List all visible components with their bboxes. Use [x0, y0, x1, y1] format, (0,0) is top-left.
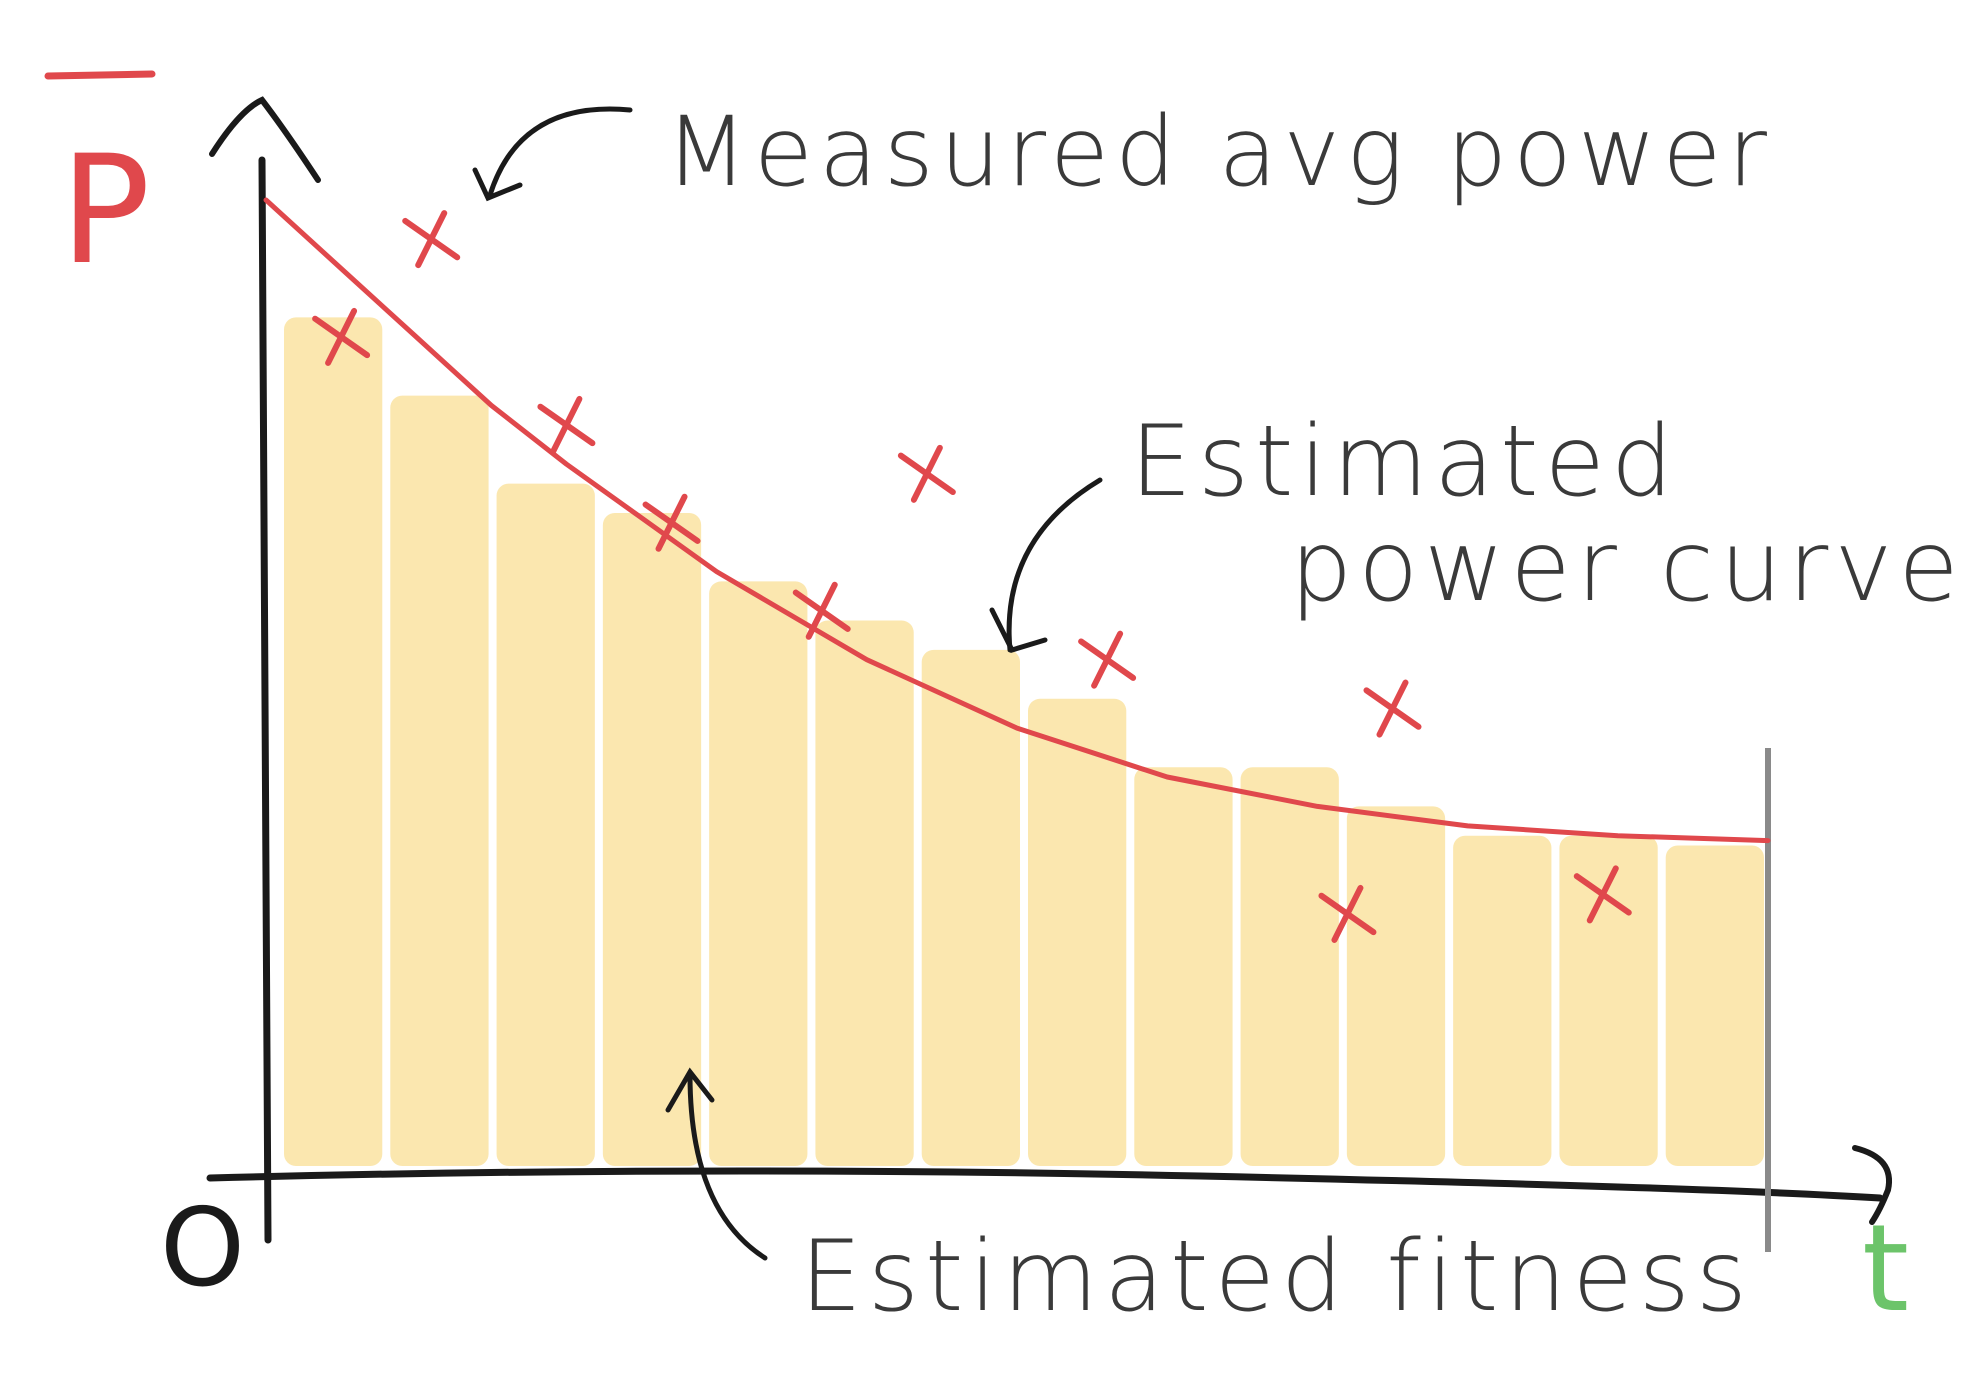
curve-arrowhead [989, 607, 1048, 654]
fitness-bar [602, 512, 702, 1166]
y-axis-arrowhead [209, 96, 321, 183]
fitness-annotation: Estimated fitness [800, 1220, 1753, 1334]
fitness-bar [284, 317, 383, 1166]
fitness-bar [1134, 767, 1233, 1166]
measured-annotation: Measured avg power [665, 96, 1773, 208]
y-axis-label: P [60, 124, 150, 298]
fitness-bar [1028, 698, 1127, 1166]
fitness-bar [1665, 845, 1764, 1166]
fitness-bar [496, 483, 595, 1166]
measured-point-marker [312, 307, 371, 366]
measured-point-marker [897, 444, 956, 503]
x-axis-arrowhead [1852, 1145, 1892, 1225]
measured-point-marker [792, 581, 851, 640]
fitness-bar [1240, 767, 1339, 1166]
fitness-bar [1453, 835, 1552, 1166]
measured-points [312, 210, 1632, 943]
origin-label: O [160, 1186, 245, 1311]
fitness-bar [815, 620, 914, 1166]
fitness-arrow [687, 1072, 768, 1261]
fitness-bar [921, 649, 1020, 1166]
curve-arrow [1006, 477, 1103, 653]
measured-arrowhead [472, 167, 523, 202]
fitness-bar [390, 395, 489, 1167]
fitness-bar [1559, 835, 1658, 1166]
x-axis-label: t [1862, 1200, 1909, 1339]
fitness-bar [709, 581, 808, 1166]
y-label-overbar [44, 70, 156, 80]
curve-annotation-line1: Estimated [1130, 405, 1679, 519]
y-axis [258, 156, 272, 1244]
measured-arrow [487, 106, 633, 198]
fitness-bar [1346, 806, 1446, 1166]
measured-point-marker [1363, 679, 1422, 738]
fitness-arrowhead [665, 1067, 715, 1113]
measured-point-marker [537, 395, 596, 454]
measured-point-marker [1078, 630, 1137, 689]
measured-point-marker [402, 210, 461, 269]
estimated-power-curve [263, 197, 1771, 844]
curve-annotation-line2: power curve [1290, 510, 1965, 624]
measured-point-marker [1318, 884, 1377, 943]
measured-point-marker [642, 493, 701, 552]
measured-point-marker [1573, 865, 1632, 924]
power-curve-line [263, 197, 1771, 844]
estimated-fitness-bars [284, 317, 1764, 1167]
x-axis [206, 1167, 1884, 1202]
